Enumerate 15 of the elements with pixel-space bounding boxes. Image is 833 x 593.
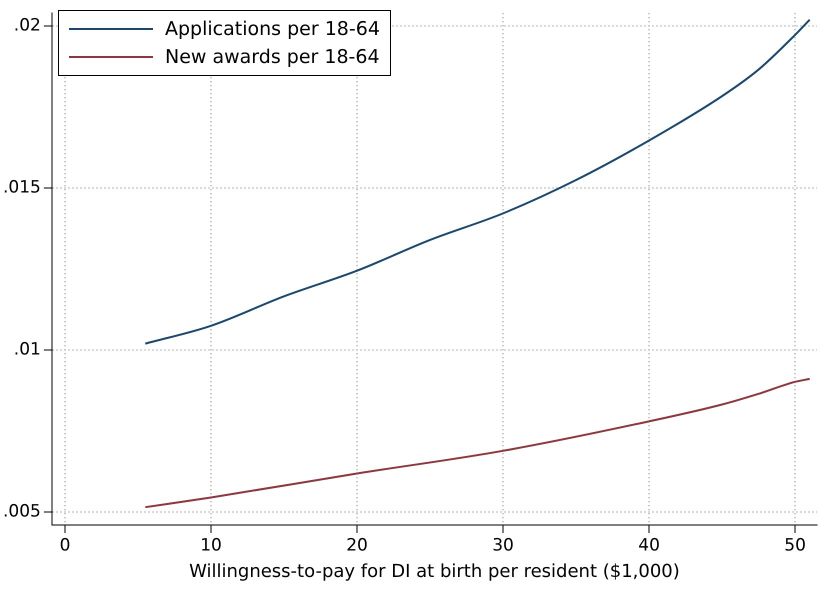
x-tick-label: 50 [784, 536, 806, 556]
x-tick-label: 30 [492, 536, 514, 556]
y-tick-label: .01 [14, 340, 41, 360]
x-tick-label: 20 [346, 536, 368, 556]
y-tick-label: .015 [2, 178, 41, 198]
x-tick-label: 10 [200, 536, 222, 556]
x-tick-label: 0 [60, 536, 70, 556]
legend-label: New awards per 18-64 [165, 45, 380, 70]
y-tick-label: .02 [14, 16, 41, 36]
legend-label: Applications per 18-64 [165, 17, 380, 42]
line-series [144, 378, 811, 508]
x-tick-label: 40 [638, 536, 660, 556]
y-tick-label: .005 [2, 501, 41, 522]
x-axis-title: Willingness-to-pay for DI at birth per resident ($1,000) [189, 560, 680, 582]
line-series [144, 18, 811, 345]
